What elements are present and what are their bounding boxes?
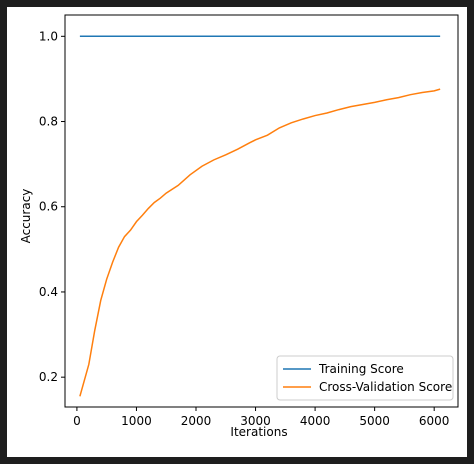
x-tick-label: 5000	[359, 414, 390, 428]
x-tick-label: 3000	[240, 414, 271, 428]
line-chart: 0 1000 2000 3000 4000 5000 6000 0.2 0.4 0.6 0.8 1.…	[19, 14, 459, 439]
plot-area	[64, 14, 459, 408]
y-tick-label: 0.4	[39, 285, 58, 299]
legend-label-1: Training Score	[318, 362, 404, 376]
x-tick-label: 4000	[300, 414, 331, 428]
y-tick-label: 0.6	[39, 200, 58, 214]
x-axis-label: Iterations	[230, 425, 287, 439]
x-tick-label: 2000	[181, 414, 212, 428]
y-tick-label: 0.8	[39, 115, 58, 129]
x-tick-label: 1000	[121, 414, 152, 428]
y-tick-label: 0.2	[39, 370, 58, 384]
x-axis: 0 1000 2000 3000 4000 5000 6000	[73, 407, 449, 428]
series-line-2	[79, 88, 441, 397]
y-axis-label: Accuracy	[19, 189, 33, 244]
legend-label-2: Cross-Validation Score	[319, 380, 452, 394]
y-axis: 0.2 0.4 0.6 0.8 1.0	[39, 29, 65, 384]
legend-box	[276, 355, 454, 401]
x-tick-label: 6000	[419, 414, 450, 428]
x-tick-label: 0	[73, 414, 81, 428]
legend: Training Score Cross-Validation Score	[276, 355, 454, 401]
series-layer	[79, 35, 441, 397]
y-tick-label: 1.0	[39, 29, 58, 43]
chart-frame: 0 1000 2000 3000 4000 5000 6000 0.2 0.4 0.6 0.8 1.…	[7, 7, 467, 457]
